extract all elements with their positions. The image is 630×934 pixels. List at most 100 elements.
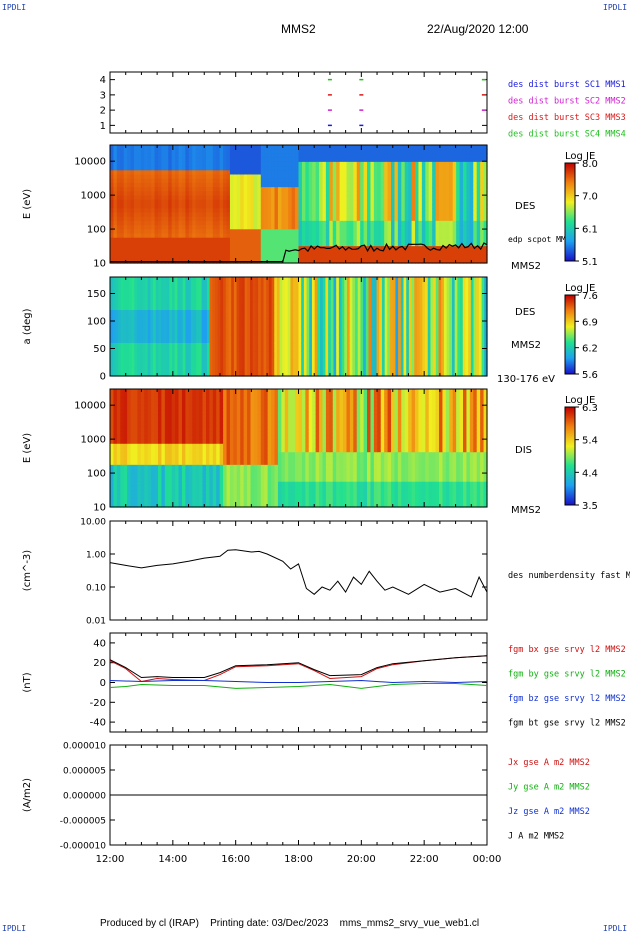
spectrogram-cell	[298, 149, 303, 155]
spectrogram-cell	[445, 182, 450, 188]
spectrogram-cell	[209, 367, 213, 377]
panel-label-des: DES	[515, 201, 535, 212]
spectrogram-cell	[367, 229, 372, 235]
spectrogram-cell	[476, 233, 481, 239]
spectrogram-cell	[284, 254, 289, 260]
spectrogram-cell	[435, 145, 440, 150]
spectrogram-cell	[349, 170, 354, 176]
spectrogram-cell	[325, 343, 329, 352]
spectrogram-cell	[205, 157, 210, 163]
spectrogram-cell	[139, 277, 143, 286]
spectrogram-cell	[130, 254, 135, 260]
spectrogram-cell	[171, 204, 176, 209]
spectrogram-cell	[260, 166, 265, 171]
spectrogram-cell	[325, 318, 329, 328]
spectrogram-cell	[415, 174, 420, 180]
spectrogram-cell	[271, 229, 276, 235]
spectrogram-cell	[233, 351, 238, 361]
spectrogram-cell	[195, 191, 200, 197]
spectrogram-cell	[367, 170, 372, 176]
spectrogram-cell	[212, 301, 216, 311]
spectrogram-cell	[442, 149, 447, 155]
spectrogram-cell	[442, 254, 447, 260]
spectrogram-cell	[343, 153, 348, 159]
spectrogram-cell	[319, 178, 324, 184]
spectrogram-cell	[314, 301, 318, 311]
spectrogram-cell	[284, 216, 289, 222]
spectrogram-cell	[346, 182, 351, 188]
spectrogram-cell	[353, 254, 358, 260]
spectrogram-cell	[404, 237, 409, 243]
spectrogram-cell	[480, 258, 485, 264]
spectrogram-cell	[140, 187, 145, 192]
spectrogram-cell	[363, 225, 368, 230]
spectrogram-cell	[233, 229, 238, 235]
spectrogram-cell	[367, 178, 372, 184]
spectrogram-cell	[219, 233, 224, 239]
spectrogram-cell	[264, 195, 269, 201]
spectrogram-cell	[253, 250, 258, 256]
spectrogram-cell	[217, 367, 222, 377]
spectrogram-cell	[363, 204, 368, 209]
spectrogram-cell	[260, 233, 265, 239]
spectrogram-cell	[411, 191, 416, 197]
spectrogram-cell	[144, 241, 149, 247]
spectrogram-cell	[240, 208, 245, 214]
spectrogram-cell	[181, 145, 186, 150]
spectrogram-cell	[446, 367, 450, 377]
spectrogram-cell	[315, 225, 320, 230]
spectrogram-cell	[274, 254, 279, 260]
spectrogram-cell	[182, 343, 186, 352]
spectrogram-cell	[384, 301, 388, 311]
spectrogram-cell	[401, 216, 406, 222]
spectrogram-cell	[153, 318, 157, 328]
spectrogram-cell	[400, 367, 405, 377]
spectrogram-cell	[319, 149, 324, 155]
spectrogram-cell	[425, 216, 430, 222]
spectrogram-cell	[463, 246, 468, 251]
spectrogram-cell	[416, 277, 421, 286]
spectrogram-cell	[112, 367, 116, 377]
spectrogram-cell	[120, 285, 125, 295]
spectrogram-cell	[217, 285, 222, 295]
spectrogram-cell	[199, 161, 204, 167]
spectrogram-cell	[212, 153, 217, 159]
spectrogram-cell	[295, 208, 300, 214]
spectrogram-cell	[223, 351, 227, 361]
spectrogram-cell	[449, 178, 454, 184]
spectrogram-cell	[363, 277, 367, 286]
spectrogram-cell	[404, 153, 409, 159]
spectrogram-cell	[240, 166, 245, 171]
spectrogram-cell	[253, 204, 258, 209]
spectrogram-cell	[403, 318, 407, 328]
spectrogram-cell	[291, 153, 296, 159]
spectrogram-cell	[116, 225, 121, 230]
spectrogram-cell	[250, 225, 255, 230]
spectrogram-cell	[212, 326, 216, 336]
spectrogram-cell	[212, 334, 216, 344]
spectrogram-cell	[140, 174, 145, 180]
spectrogram-cell	[415, 216, 420, 222]
spectrogram-cell	[202, 241, 207, 247]
spectrogram-cell	[346, 208, 351, 214]
spectrogram-cell	[370, 233, 375, 239]
spectrogram-cell	[137, 161, 142, 167]
spectrogram-cell	[387, 225, 392, 230]
spectrogram-cell	[336, 187, 341, 192]
spectrogram-cell	[257, 241, 262, 247]
spectrogram-cell	[397, 174, 402, 180]
spectrogram-cell	[452, 178, 457, 184]
spectrogram-cell	[481, 343, 485, 352]
spectrogram-cell	[110, 199, 115, 205]
spectrogram-cell	[397, 233, 402, 239]
spectrogram-cell	[371, 351, 375, 361]
spectrogram-cell	[478, 285, 483, 295]
spectrogram-cell	[404, 174, 409, 180]
spectrogram-cell	[154, 191, 159, 197]
spectrogram-cell	[384, 191, 389, 197]
spectrogram-cell	[151, 250, 156, 256]
spectrogram-cell	[418, 250, 423, 256]
spectrogram-cell	[360, 182, 365, 188]
spectrogram-cell	[308, 170, 313, 176]
spectrogram-cell	[153, 334, 157, 344]
